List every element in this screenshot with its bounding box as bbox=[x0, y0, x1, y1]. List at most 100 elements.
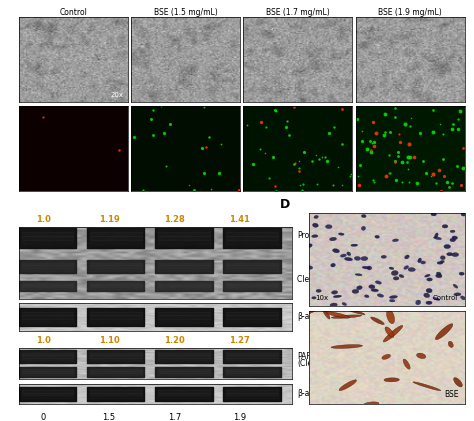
Ellipse shape bbox=[437, 261, 443, 264]
Title: BSE (1.7 mg/mL): BSE (1.7 mg/mL) bbox=[266, 8, 330, 17]
Ellipse shape bbox=[345, 257, 353, 261]
Ellipse shape bbox=[367, 266, 372, 270]
Ellipse shape bbox=[329, 237, 337, 241]
Text: 1.19: 1.19 bbox=[99, 215, 119, 224]
Text: PARP: PARP bbox=[297, 352, 317, 361]
Ellipse shape bbox=[405, 255, 409, 259]
Ellipse shape bbox=[312, 223, 319, 227]
Text: Cleaved caspase-3: Cleaved caspase-3 bbox=[297, 274, 369, 284]
Ellipse shape bbox=[352, 289, 359, 293]
Ellipse shape bbox=[331, 345, 363, 349]
Ellipse shape bbox=[403, 359, 410, 369]
Ellipse shape bbox=[426, 288, 432, 293]
Ellipse shape bbox=[452, 236, 457, 240]
Ellipse shape bbox=[311, 235, 318, 237]
Ellipse shape bbox=[316, 289, 321, 293]
Ellipse shape bbox=[354, 256, 361, 260]
Ellipse shape bbox=[433, 297, 440, 300]
Text: 0: 0 bbox=[41, 413, 46, 421]
Ellipse shape bbox=[453, 284, 458, 288]
Ellipse shape bbox=[371, 317, 384, 325]
Ellipse shape bbox=[459, 272, 464, 275]
Ellipse shape bbox=[461, 296, 465, 300]
Ellipse shape bbox=[440, 260, 445, 263]
Text: 1.0: 1.0 bbox=[36, 215, 51, 224]
Ellipse shape bbox=[393, 277, 399, 280]
Ellipse shape bbox=[436, 274, 442, 278]
Ellipse shape bbox=[332, 249, 339, 253]
Ellipse shape bbox=[433, 237, 441, 240]
Ellipse shape bbox=[342, 303, 346, 306]
Ellipse shape bbox=[326, 312, 350, 318]
Ellipse shape bbox=[381, 255, 386, 258]
Ellipse shape bbox=[461, 212, 468, 216]
Text: 10x: 10x bbox=[315, 295, 328, 301]
Ellipse shape bbox=[387, 309, 394, 324]
Ellipse shape bbox=[435, 233, 438, 238]
Ellipse shape bbox=[346, 309, 365, 314]
Ellipse shape bbox=[331, 290, 337, 294]
Ellipse shape bbox=[312, 297, 316, 299]
Ellipse shape bbox=[418, 258, 421, 263]
Ellipse shape bbox=[307, 244, 312, 248]
Ellipse shape bbox=[331, 315, 362, 318]
Ellipse shape bbox=[326, 225, 332, 229]
Ellipse shape bbox=[427, 278, 432, 281]
Ellipse shape bbox=[440, 256, 445, 260]
Title: BSE (1.9 mg/mL): BSE (1.9 mg/mL) bbox=[378, 8, 442, 17]
Ellipse shape bbox=[365, 295, 369, 298]
Ellipse shape bbox=[383, 325, 403, 342]
Text: 1.0: 1.0 bbox=[36, 336, 51, 345]
Text: 1.27: 1.27 bbox=[229, 336, 250, 345]
Ellipse shape bbox=[355, 274, 362, 276]
Text: 1.28: 1.28 bbox=[164, 215, 185, 224]
Text: (Cleaved): (Cleaved) bbox=[297, 359, 334, 368]
Ellipse shape bbox=[385, 327, 394, 337]
Ellipse shape bbox=[389, 299, 395, 302]
Ellipse shape bbox=[435, 324, 453, 340]
Ellipse shape bbox=[339, 380, 356, 391]
Text: D: D bbox=[280, 198, 291, 211]
Ellipse shape bbox=[447, 253, 453, 256]
Ellipse shape bbox=[389, 267, 394, 269]
Ellipse shape bbox=[454, 293, 461, 296]
Ellipse shape bbox=[392, 239, 399, 242]
Ellipse shape bbox=[314, 216, 319, 218]
Text: β-actin: β-actin bbox=[297, 312, 324, 322]
Ellipse shape bbox=[404, 266, 409, 269]
Ellipse shape bbox=[417, 353, 426, 359]
Ellipse shape bbox=[330, 303, 337, 307]
Ellipse shape bbox=[375, 235, 380, 238]
Ellipse shape bbox=[425, 274, 430, 277]
Text: Control: Control bbox=[433, 295, 458, 301]
Ellipse shape bbox=[305, 266, 313, 269]
Ellipse shape bbox=[299, 308, 319, 316]
Ellipse shape bbox=[390, 296, 398, 298]
Text: 1.20: 1.20 bbox=[164, 336, 185, 345]
Title: Control: Control bbox=[60, 8, 87, 17]
Ellipse shape bbox=[454, 378, 462, 387]
Ellipse shape bbox=[322, 307, 330, 319]
Ellipse shape bbox=[452, 253, 459, 257]
Ellipse shape bbox=[444, 245, 450, 249]
Ellipse shape bbox=[424, 293, 430, 298]
Ellipse shape bbox=[382, 354, 391, 360]
Ellipse shape bbox=[371, 289, 379, 292]
Ellipse shape bbox=[426, 301, 432, 304]
Text: BSE: BSE bbox=[444, 389, 458, 399]
Ellipse shape bbox=[361, 214, 366, 218]
Ellipse shape bbox=[347, 252, 351, 256]
Text: Pro-caspase-3: Pro-caspase-3 bbox=[297, 231, 351, 240]
Ellipse shape bbox=[408, 268, 415, 272]
Ellipse shape bbox=[450, 230, 455, 232]
Ellipse shape bbox=[391, 271, 398, 275]
Ellipse shape bbox=[413, 382, 441, 391]
Ellipse shape bbox=[399, 274, 404, 278]
Ellipse shape bbox=[331, 263, 335, 267]
Ellipse shape bbox=[362, 266, 370, 269]
Ellipse shape bbox=[416, 300, 421, 305]
Ellipse shape bbox=[384, 378, 399, 382]
Text: 20x: 20x bbox=[110, 92, 124, 98]
Ellipse shape bbox=[437, 272, 441, 275]
Text: 1.7: 1.7 bbox=[168, 413, 181, 421]
